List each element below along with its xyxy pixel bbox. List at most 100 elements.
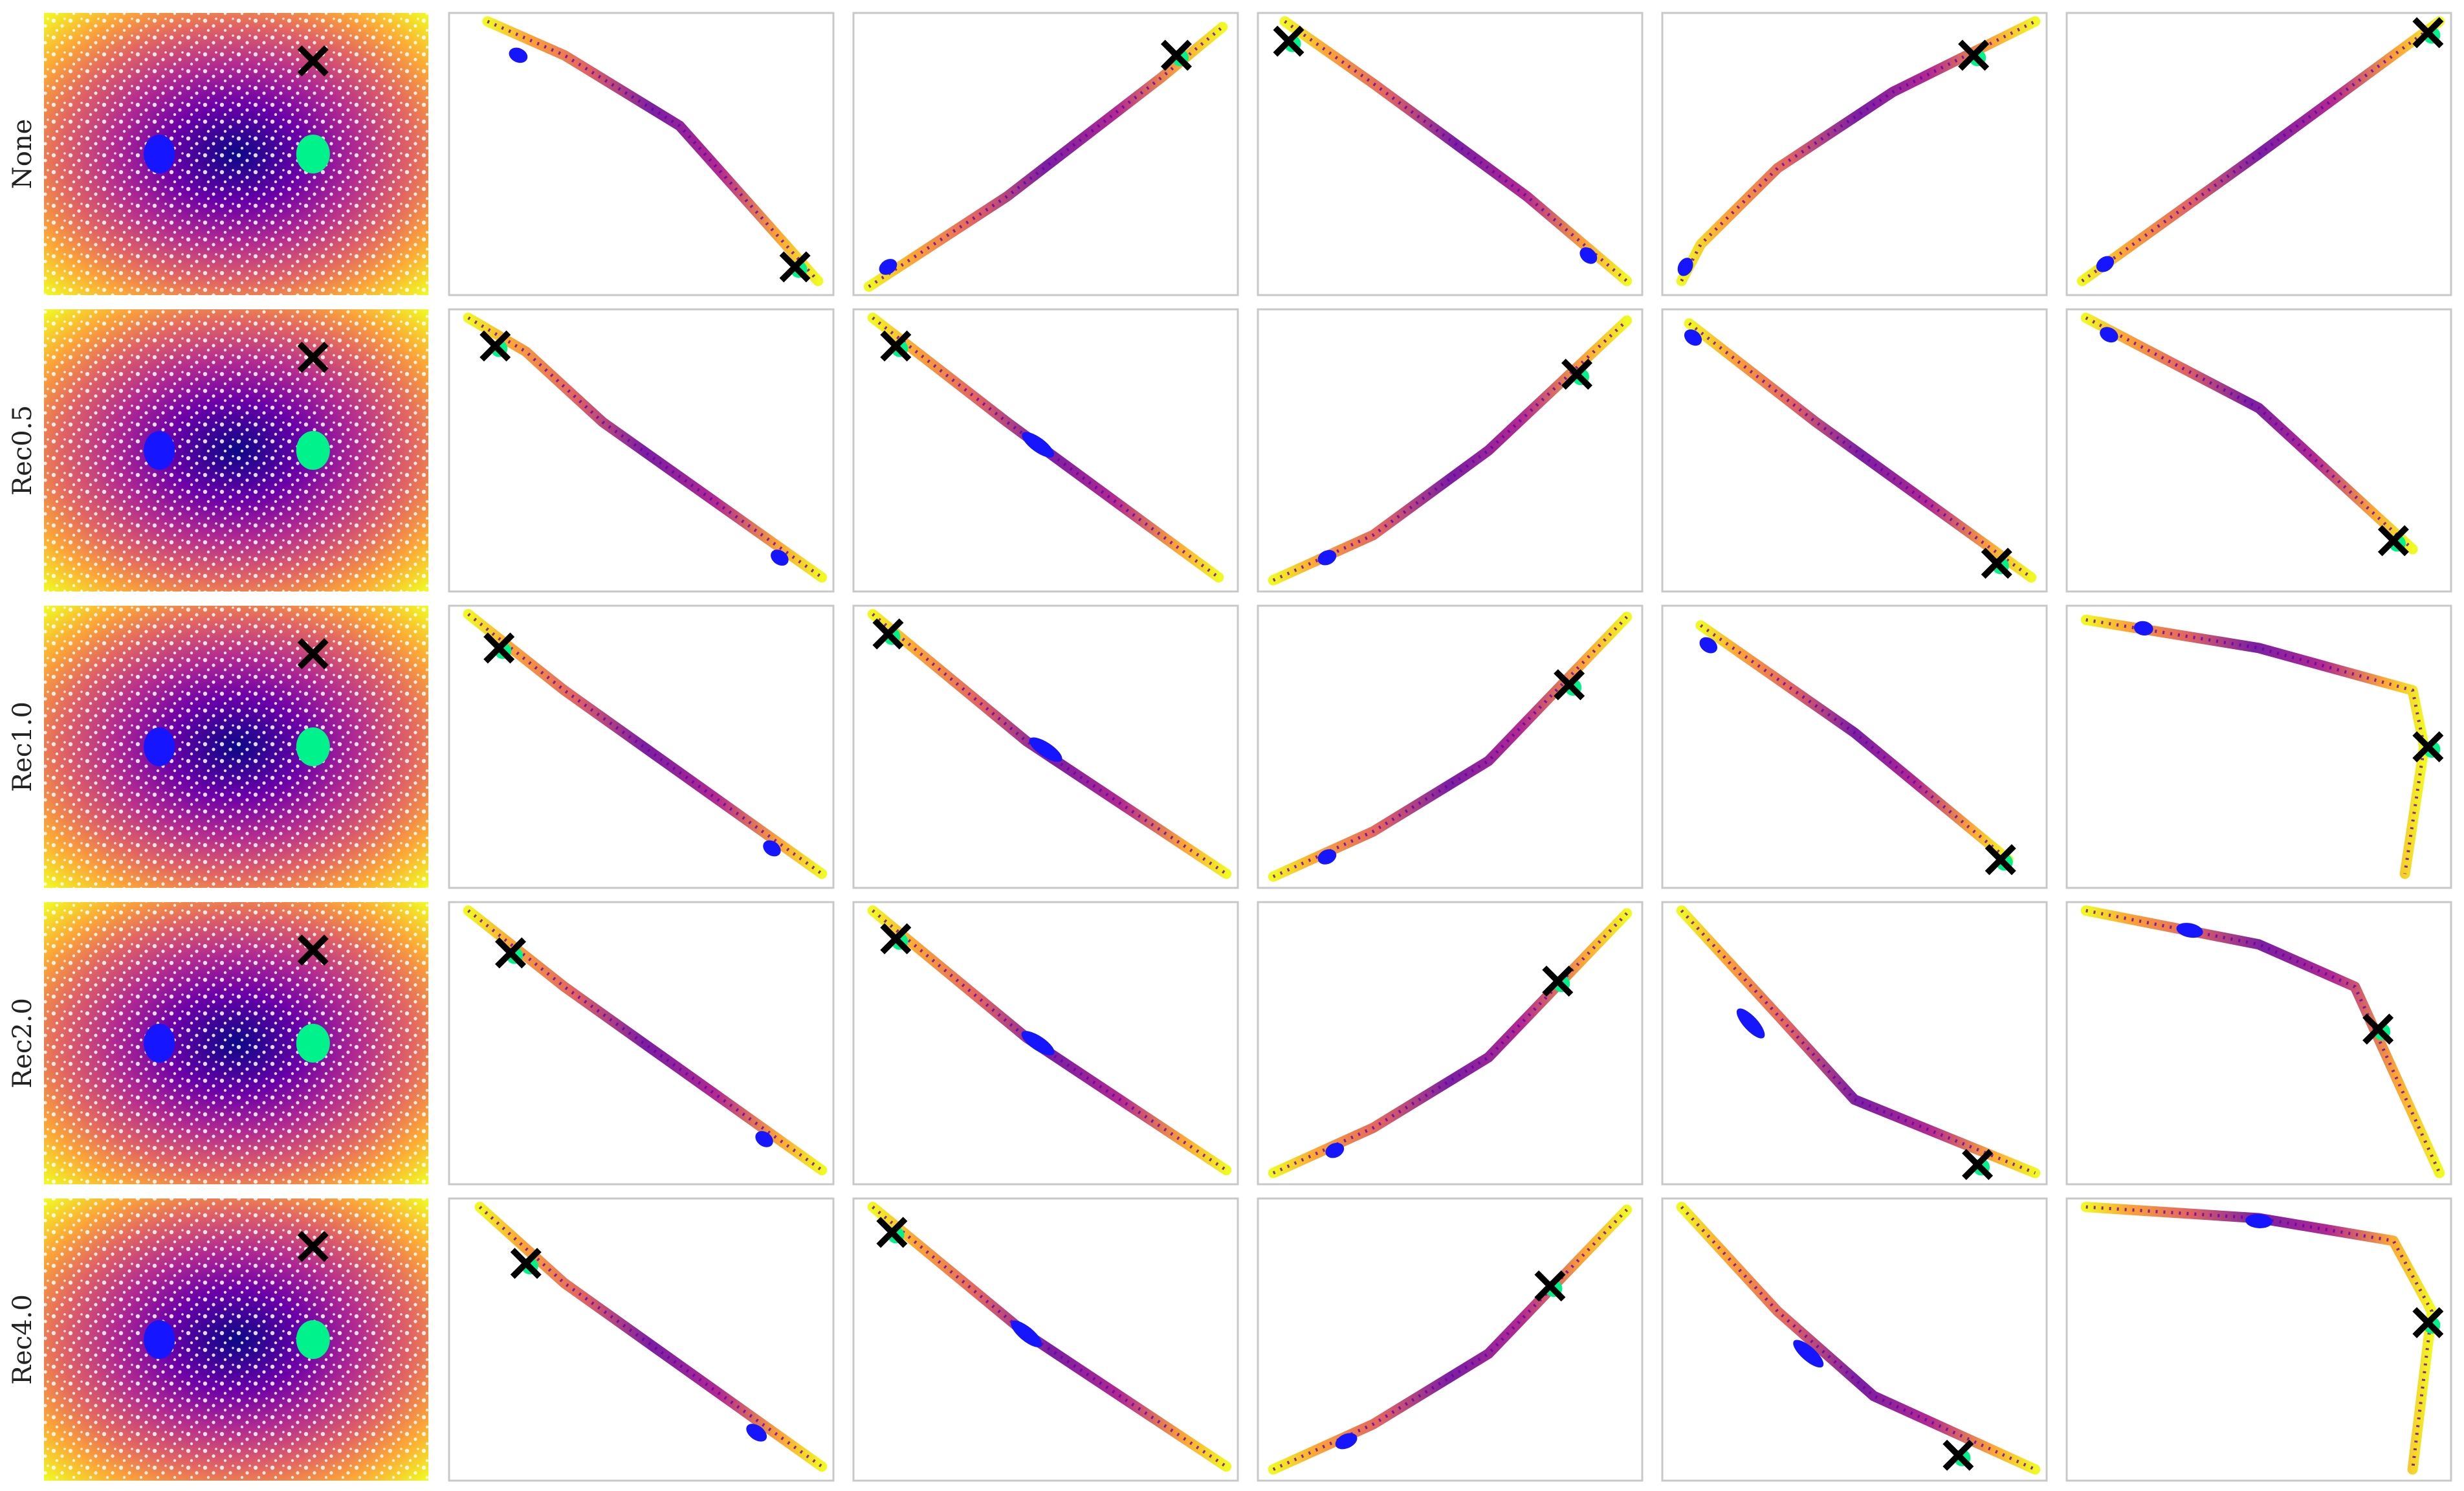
cross-marker [297, 638, 329, 670]
disk-speckle [44, 13, 428, 295]
blue-cluster [1793, 1340, 1824, 1368]
blue-cluster [509, 47, 528, 63]
disk-speckle [44, 606, 428, 888]
row-label: Rec2.0 [8, 998, 38, 1088]
embedding-curve [867, 313, 1224, 583]
row-label: Rec0.5 [8, 405, 38, 496]
cross-marker [872, 618, 904, 650]
panel-frame [448, 12, 835, 296]
cross-marker [1534, 1270, 1566, 1302]
panel-frame [852, 12, 1239, 296]
cross-marker [2412, 731, 2444, 762]
panel-background [1258, 1198, 1642, 1481]
embedding-curve [1684, 318, 2037, 583]
panel-embedding [1661, 308, 2048, 593]
blue-cluster [1736, 1008, 1765, 1039]
embedding-curve-core [1680, 1206, 2036, 1471]
panel-embedding [1257, 604, 1644, 889]
panel-frame [852, 604, 1239, 889]
cross-marker [297, 934, 329, 966]
blue-cluster [144, 1024, 175, 1063]
cross-marker [1554, 669, 1585, 701]
green-cluster [296, 135, 330, 173]
panel-frame [1661, 1197, 2048, 1482]
panel-frame [2065, 1197, 2452, 1482]
panel-frame [1257, 12, 1644, 296]
cross-marker [1561, 359, 1593, 390]
panel-disk [44, 1198, 428, 1481]
blue-cluster [2176, 923, 2203, 938]
panel-embedding [448, 308, 835, 593]
blue-cluster [1699, 637, 1718, 654]
cross-marker [1942, 1439, 1974, 1471]
embedding-curve [867, 609, 1232, 879]
embedding-curve [1676, 16, 2041, 287]
embedding-curve-core [1699, 624, 2010, 861]
blue-cluster [763, 840, 781, 857]
embedding-curve-core [1680, 909, 2036, 1175]
panel-background [1662, 13, 2047, 295]
embedding-curve-core [1272, 912, 1629, 1175]
panel-frame [852, 308, 1239, 593]
panel-disk [44, 902, 428, 1184]
panel-frame [2065, 308, 2452, 593]
panel-frame [1661, 308, 2048, 593]
blue-cluster [2133, 621, 2153, 635]
embedding-curve-core [2085, 316, 2414, 551]
cross-marker [1542, 966, 1574, 997]
cross-marker [779, 251, 811, 283]
cross-marker [2362, 1013, 2394, 1045]
cross-marker [2377, 525, 2409, 557]
cross-marker [297, 1231, 329, 1263]
blue-cluster [2245, 1213, 2272, 1228]
panel-frame [1257, 901, 1644, 1186]
panel-background [1258, 902, 1642, 1184]
panel-disk [44, 606, 428, 888]
panel-background [449, 13, 833, 295]
panel-embedding [2065, 901, 2452, 1186]
disk-speckle [44, 309, 428, 591]
embedding-curve [463, 313, 828, 583]
panel-background [1662, 1198, 2047, 1481]
panel-embedding [2065, 604, 2452, 889]
panel-frame [448, 308, 835, 593]
embedding-curve-core [2081, 20, 2441, 283]
disk-speckle [44, 1198, 428, 1481]
blue-cluster [144, 135, 175, 173]
panel-frame [852, 901, 1239, 1186]
green-cluster [296, 727, 330, 766]
cross-marker [510, 1248, 542, 1279]
panel-background [2067, 1198, 2451, 1481]
panel-embedding [1257, 308, 1644, 593]
blue-cluster [746, 1424, 767, 1442]
blue-cluster [1684, 329, 1702, 346]
panel-frame [448, 1197, 835, 1482]
panel-frame [852, 1197, 1239, 1482]
panel-embedding [2065, 308, 2452, 593]
panel-embedding [852, 901, 1239, 1186]
row-label: Rec1.0 [8, 701, 38, 792]
cross-marker [1958, 39, 1990, 71]
embedding-curve [482, 16, 824, 287]
blue-cluster [144, 1320, 175, 1359]
blue-cluster [1029, 737, 1062, 762]
panel-embedding [1661, 604, 2048, 889]
panel-frame [448, 604, 835, 889]
blue-cluster [1021, 1031, 1055, 1055]
embedding-curve-core [1284, 20, 1628, 283]
panel-frame [1661, 12, 2048, 296]
embedding-curve [463, 905, 828, 1176]
cross-marker [1985, 844, 2016, 876]
blue-cluster [771, 549, 789, 566]
cross-marker [479, 330, 511, 362]
panel-embedding [1257, 12, 1644, 296]
blue-cluster [1011, 1320, 1042, 1348]
panel-background [1662, 902, 2047, 1184]
cross-marker [1273, 25, 1304, 57]
panel-disk [44, 13, 428, 295]
cross-marker [1981, 547, 2012, 579]
panel-embedding [2065, 12, 2452, 296]
panel-embedding [852, 12, 1239, 296]
panel-background [1258, 606, 1642, 888]
